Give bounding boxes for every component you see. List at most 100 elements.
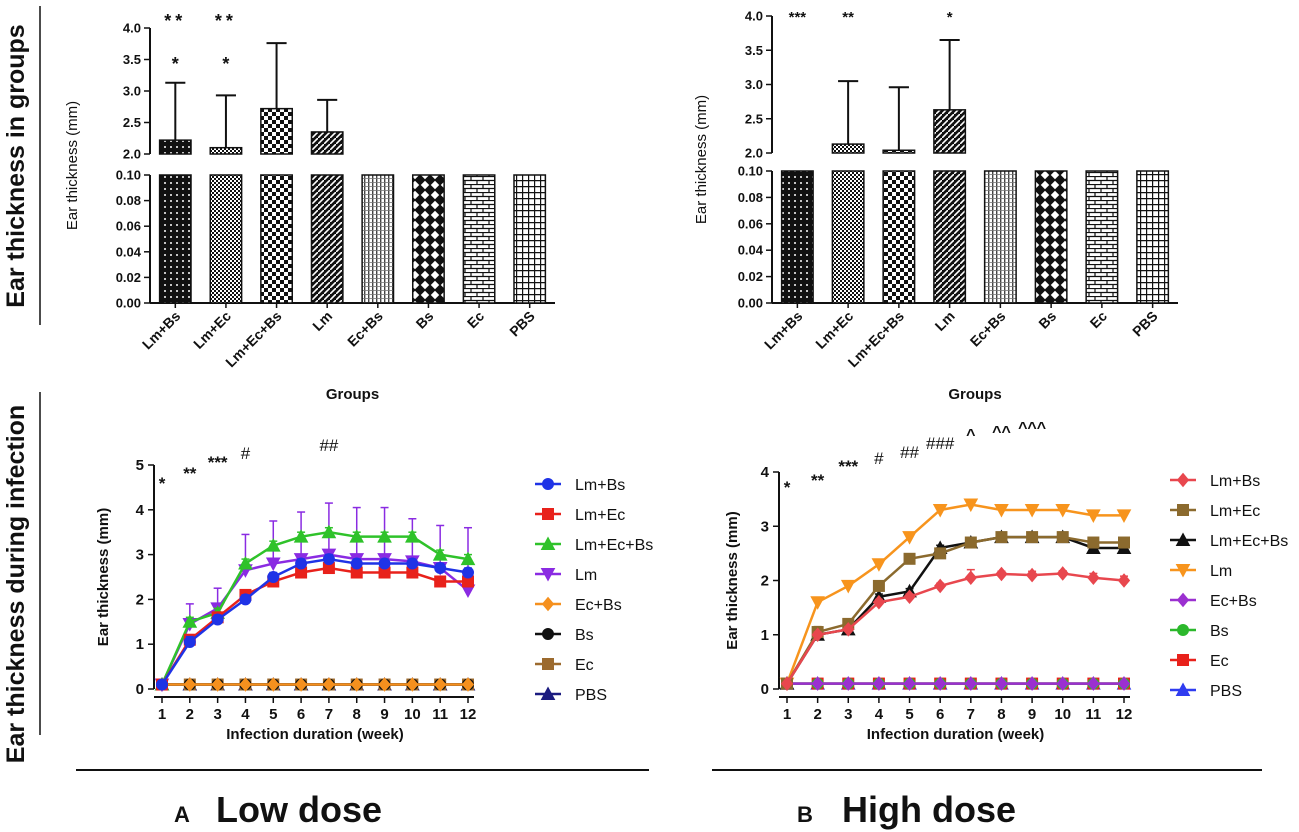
data-point bbox=[994, 503, 1009, 518]
data-point bbox=[183, 635, 196, 648]
series-lm-ec bbox=[781, 531, 1130, 690]
legend-label: Lm+Ec bbox=[575, 507, 625, 524]
y-axis-label: Ear thickness (mm) bbox=[724, 511, 741, 649]
bar-ec-lower bbox=[462, 174, 496, 304]
data-point bbox=[934, 676, 947, 691]
bar-lm-ec-lower bbox=[831, 170, 865, 304]
legend-item-bs: Bs bbox=[535, 627, 594, 644]
data-point bbox=[964, 570, 977, 586]
data-point bbox=[267, 677, 280, 692]
y-tick-label: 2.0 bbox=[745, 146, 763, 161]
legend-item-lm-ec: Lm+Ec bbox=[535, 507, 625, 524]
significance-mark: *** bbox=[838, 457, 858, 476]
significance-mark: * bbox=[947, 9, 953, 26]
x-axis-label: Infection duration (week) bbox=[867, 726, 1045, 743]
data-point bbox=[811, 627, 824, 643]
x-tick-label: Ec bbox=[1087, 308, 1111, 332]
bar-lm-bs-lower bbox=[158, 174, 192, 304]
legend-item-lm-bs: Lm+Bs bbox=[1170, 472, 1260, 490]
y-tick-label: 4.0 bbox=[123, 21, 141, 36]
data-point bbox=[811, 676, 824, 691]
y-tick-label: 2 bbox=[136, 591, 144, 608]
series-ec-bs bbox=[780, 676, 1131, 691]
x-axis-label: Groups bbox=[948, 386, 1001, 403]
bar-lm-ec-bs-upper bbox=[882, 149, 916, 154]
bar-lm-ec-bs-lower bbox=[260, 174, 294, 304]
data-point bbox=[238, 556, 253, 570]
legend-marker bbox=[1175, 682, 1191, 696]
y-tick-label: 4.0 bbox=[745, 9, 763, 24]
x-tick-label: 6 bbox=[936, 706, 944, 723]
data-point bbox=[1118, 536, 1130, 549]
data-point bbox=[963, 498, 979, 513]
legend-label: Lm+Ec+Bs bbox=[1210, 533, 1288, 550]
data-point bbox=[156, 678, 168, 691]
legend-marker bbox=[1176, 592, 1190, 608]
data-point bbox=[350, 677, 363, 692]
x-tick-label: Ec bbox=[464, 308, 488, 332]
bar-lm-bs-lower bbox=[780, 170, 814, 304]
data-point bbox=[322, 677, 336, 692]
legend-item-lm-bs: Lm+Bs bbox=[535, 477, 625, 494]
panel-letter-b: B bbox=[797, 802, 813, 827]
legend-label: Lm+Ec bbox=[1210, 503, 1260, 520]
x-tick-label: 12 bbox=[1116, 706, 1133, 723]
data-point bbox=[1117, 573, 1131, 588]
y-tick-label: 1 bbox=[761, 627, 769, 644]
x-tick-label: Lm+Ec bbox=[812, 308, 856, 352]
data-point bbox=[1056, 676, 1069, 691]
x-tick-label: 1 bbox=[158, 706, 166, 723]
legend-marker bbox=[1177, 504, 1189, 516]
legend-marker bbox=[1177, 654, 1189, 666]
x-tick-label: 9 bbox=[380, 706, 388, 723]
bar-lm-upper bbox=[310, 131, 344, 155]
line-lm-ec-bs bbox=[160, 530, 469, 686]
significance-mark: # bbox=[874, 449, 884, 468]
series-lm-ec bbox=[156, 562, 474, 691]
significance-mark: ^^^ bbox=[1018, 420, 1046, 437]
legend-marker bbox=[542, 508, 554, 520]
significance-mark: ** bbox=[811, 471, 825, 490]
bar-lm-ec-upper bbox=[209, 146, 243, 155]
x-tick-label: Bs bbox=[1035, 308, 1059, 332]
y-tick-label: 0.04 bbox=[738, 243, 764, 258]
bar-lm-upper bbox=[933, 109, 967, 154]
data-point bbox=[460, 551, 476, 566]
data-point bbox=[1087, 536, 1100, 549]
bar-bs-lower bbox=[1034, 170, 1068, 304]
legend-label: Lm+Ec+Bs bbox=[575, 537, 653, 554]
legend-item-lm: Lm bbox=[535, 567, 597, 584]
y-tick-label: 0 bbox=[136, 681, 144, 698]
legend-marker bbox=[540, 536, 556, 550]
legend-label: Ec bbox=[575, 657, 594, 674]
x-tick-label: 5 bbox=[269, 706, 277, 723]
data-point bbox=[872, 676, 886, 691]
line-lm-bs bbox=[785, 572, 1125, 685]
legend-marker bbox=[542, 658, 554, 670]
data-point bbox=[871, 558, 887, 572]
x-tick-label: 3 bbox=[213, 706, 221, 723]
legend-item-ec-bs: Ec+Bs bbox=[1170, 592, 1257, 610]
panel-title-high-dose: High dose bbox=[842, 789, 1016, 830]
data-point bbox=[1025, 676, 1039, 691]
y-tick-label: 3.0 bbox=[123, 84, 141, 99]
legend-item-lm-ec-bs: Lm+Ec+Bs bbox=[535, 536, 653, 554]
x-tick-label: 5 bbox=[905, 706, 913, 723]
bar-ec-bs-lower bbox=[983, 170, 1017, 304]
legend-item-ec-bs: Ec+Bs bbox=[535, 596, 622, 614]
legend-label: PBS bbox=[575, 687, 607, 704]
legend-item-bs: Bs bbox=[1170, 623, 1229, 640]
data-point bbox=[964, 676, 977, 691]
x-tick-label: 6 bbox=[297, 706, 305, 723]
legend-label: Bs bbox=[1210, 623, 1229, 640]
x-tick-label: 11 bbox=[1085, 706, 1101, 723]
x-tick-label: 3 bbox=[844, 706, 852, 723]
y-tick-label: 0.08 bbox=[738, 190, 763, 205]
legend-label: Ec+Bs bbox=[1210, 593, 1257, 610]
bar-pbs-lower bbox=[513, 174, 547, 304]
bar-lm-ec-upper bbox=[831, 143, 865, 154]
significance-mark: ## bbox=[319, 436, 338, 455]
data-point bbox=[434, 677, 447, 692]
data-point bbox=[265, 557, 281, 572]
data-point bbox=[1024, 503, 1040, 518]
